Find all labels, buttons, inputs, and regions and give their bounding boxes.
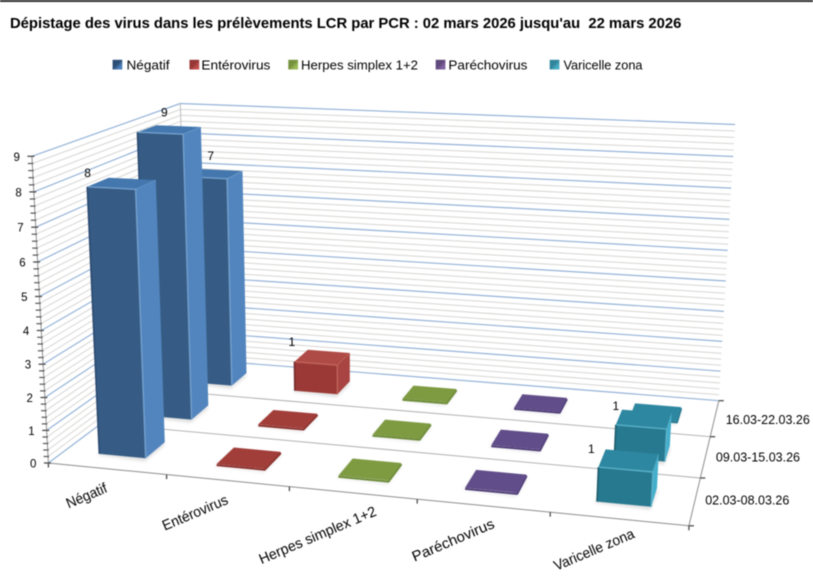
svg-text:16.03-22.03.26: 16.03-22.03.26	[726, 413, 810, 427]
svg-text:1: 1	[289, 335, 296, 349]
svg-text:8: 8	[84, 166, 91, 180]
svg-text:8: 8	[15, 187, 21, 199]
svg-text:02.03-08.03.26: 02.03-08.03.26	[705, 494, 789, 508]
svg-text:09.03-15.03.26: 09.03-15.03.26	[716, 451, 800, 465]
svg-text:6: 6	[19, 258, 25, 270]
svg-text:2: 2	[26, 393, 32, 405]
svg-text:Paréchovirus: Paréchovirus	[448, 58, 527, 72]
svg-text:1: 1	[588, 442, 595, 456]
svg-text:Entérovirus: Entérovirus	[201, 58, 270, 72]
svg-text:7: 7	[207, 149, 214, 163]
svg-text:3: 3	[25, 360, 31, 372]
svg-text:0: 0	[30, 459, 36, 471]
svg-text:Herpes simplex 1+2: Herpes simplex 1+2	[301, 58, 418, 72]
svg-text:Varicelle zona: Varicelle zona	[564, 58, 643, 72]
svg-text:1: 1	[612, 399, 619, 413]
svg-text:Dépistage des virus dans les p: Dépistage des virus dans les prélèvement…	[10, 16, 681, 32]
svg-text:9: 9	[161, 105, 168, 119]
svg-text:7: 7	[17, 223, 23, 235]
svg-text:9: 9	[13, 152, 19, 164]
svg-text:1: 1	[28, 426, 34, 438]
svg-text:5: 5	[21, 292, 27, 304]
svg-text:Négatif: Négatif	[127, 58, 171, 72]
svg-text:4: 4	[23, 326, 30, 338]
